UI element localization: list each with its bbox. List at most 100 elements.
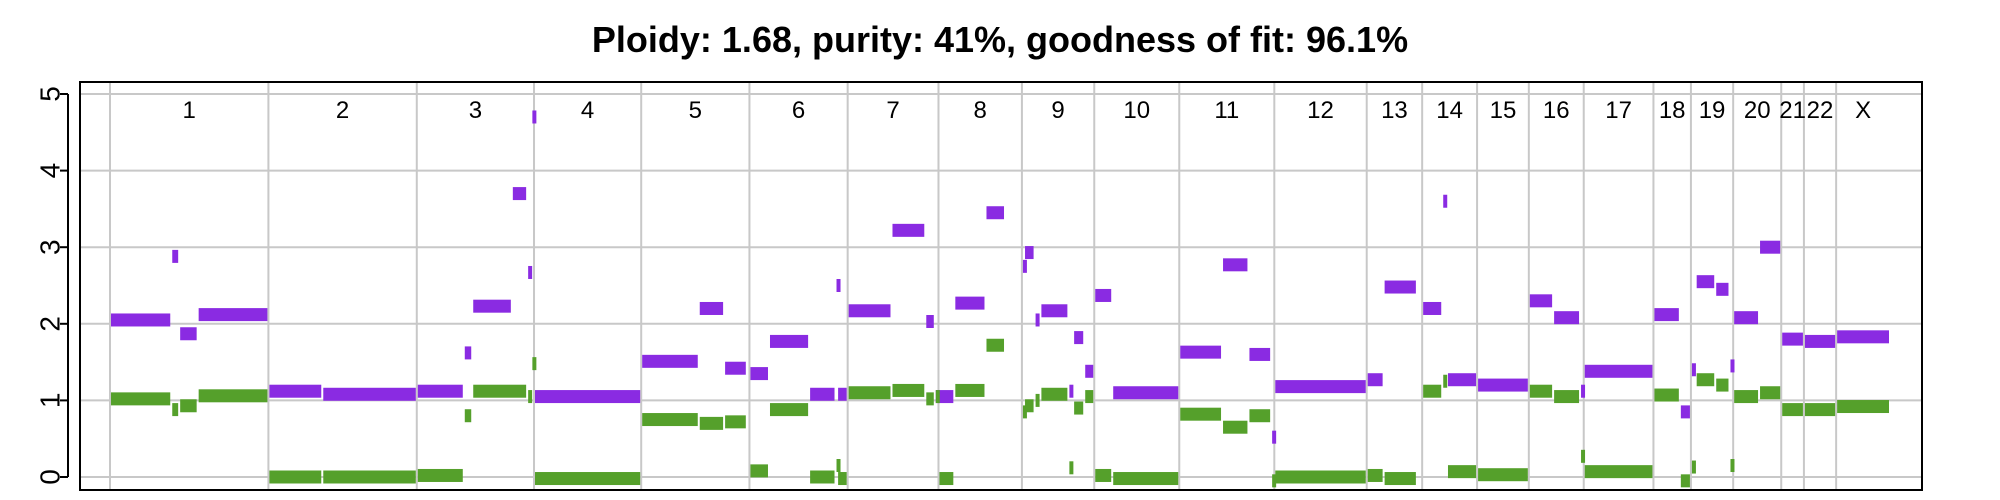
major-segment — [1223, 258, 1248, 272]
chromosome-label: 11 — [1214, 97, 1239, 124]
major-segment — [1272, 430, 1277, 444]
minor-segment — [1734, 390, 1759, 404]
chromosome-label: X — [1855, 97, 1871, 124]
minor-segment — [1654, 388, 1679, 402]
major-segment — [464, 346, 472, 360]
major-segment — [1249, 347, 1271, 361]
major-segment — [699, 301, 724, 315]
chromosome-label: 5 — [689, 97, 702, 124]
segments — [111, 110, 1889, 488]
minor-segment — [269, 470, 322, 484]
minor-segment — [1554, 390, 1580, 404]
minor-segment — [955, 383, 985, 397]
minor-segment — [1223, 420, 1248, 434]
minor-segment — [1275, 470, 1366, 484]
major-segment — [1069, 384, 1074, 398]
major-segment — [848, 304, 891, 318]
major-segment — [1691, 363, 1696, 377]
major-segment — [1035, 313, 1040, 327]
y-axis: 0 1 2 3 4 5 — [34, 86, 69, 485]
major-segment — [1804, 334, 1836, 348]
grid — [80, 82, 1922, 490]
minor-segment — [1680, 474, 1690, 488]
major-segment — [725, 361, 746, 375]
major-segment — [198, 308, 268, 322]
major-segment — [955, 296, 985, 310]
minor-segment — [1272, 474, 1277, 488]
major-segment — [1782, 332, 1803, 346]
major-segment — [1025, 246, 1034, 260]
major-segment — [180, 327, 197, 341]
major-segment — [1384, 280, 1416, 294]
minor-segment — [180, 399, 197, 413]
minor-segment — [1074, 401, 1084, 415]
major-segment — [1581, 384, 1586, 398]
chromosome-label: 12 — [1307, 97, 1334, 124]
major-segment — [1022, 259, 1027, 273]
major-segment — [1367, 373, 1383, 387]
major-segment — [810, 387, 835, 401]
minor-segment — [1443, 374, 1448, 388]
major-segment — [1734, 311, 1759, 325]
minor-segment — [535, 472, 641, 486]
minor-segment — [473, 384, 527, 398]
chromosome-label: 8 — [974, 97, 987, 124]
major-segment — [535, 390, 641, 404]
minor-segment — [750, 464, 768, 478]
minor-segment — [1113, 472, 1179, 486]
minor-segment — [1423, 384, 1442, 398]
major-segment — [473, 299, 511, 313]
major-segment — [528, 265, 533, 279]
minor-segment — [1837, 400, 1889, 414]
minor-segment — [838, 472, 847, 486]
y-tick-label: 3 — [34, 239, 65, 255]
major-segment — [172, 249, 179, 263]
major-segment — [926, 315, 934, 329]
minor-segment — [1025, 399, 1034, 413]
major-segment — [838, 387, 847, 401]
minor-segment — [464, 409, 472, 423]
y-tick-label: 1 — [34, 393, 65, 409]
major-segment — [1478, 378, 1528, 392]
chromosome-label: 6 — [792, 97, 805, 124]
minor-segment — [1022, 405, 1027, 419]
chromosome-label: 21 — [1779, 97, 1806, 124]
minor-segment — [1760, 386, 1781, 400]
major-segment — [1730, 359, 1735, 373]
major-segment — [1074, 331, 1084, 345]
chromosome-label: 2 — [336, 97, 349, 124]
minor-segment — [939, 472, 954, 486]
minor-segment — [1804, 403, 1836, 417]
chromosome-label: 15 — [1490, 97, 1517, 124]
major-segment — [1447, 373, 1477, 387]
major-segment — [642, 354, 698, 368]
chromosome-label: 10 — [1123, 97, 1150, 124]
chromosome-label: 20 — [1744, 97, 1771, 124]
chromosome-label: 7 — [886, 97, 899, 124]
chromosome-label: 13 — [1381, 97, 1408, 124]
major-segment — [1554, 311, 1580, 325]
minor-segment — [1367, 468, 1383, 482]
minor-segment — [111, 392, 171, 406]
chromosome-label: 1 — [183, 97, 196, 124]
major-segment — [532, 110, 537, 124]
minor-segment — [323, 470, 416, 484]
chromosome-label: 19 — [1699, 97, 1726, 124]
chromosome-label: 3 — [469, 97, 482, 124]
major-segment — [269, 384, 322, 398]
minor-segment — [935, 390, 940, 404]
major-segment — [750, 367, 768, 381]
minor-segment — [1691, 460, 1696, 474]
minor-segment — [1584, 465, 1653, 479]
minor-segment — [810, 470, 835, 484]
minor-segment — [528, 390, 533, 404]
major-segment — [111, 313, 171, 327]
chart-title: Ploidy: 1.68, purity: 41%, goodness of f… — [592, 19, 1408, 60]
minor-segment — [1478, 468, 1528, 482]
y-tick-label: 2 — [34, 316, 65, 332]
major-segment — [1085, 364, 1094, 378]
minor-segment — [1069, 461, 1074, 475]
minor-segment — [1180, 407, 1222, 421]
chromosome-label: 22 — [1807, 97, 1834, 124]
